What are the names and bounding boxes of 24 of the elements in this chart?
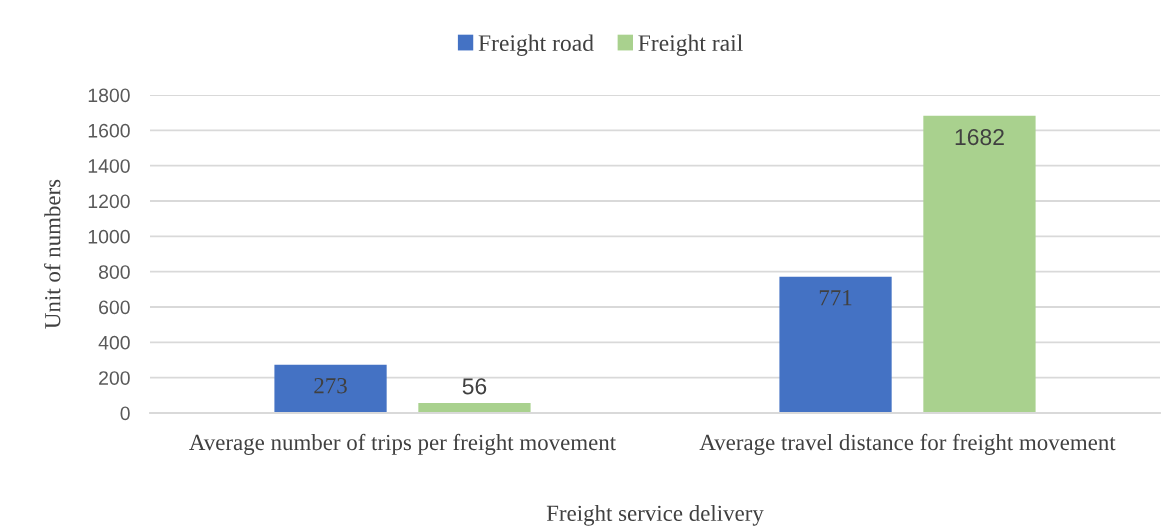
data-label: 56 — [462, 378, 487, 395]
x-tick-label: Average number of trips per freight movement — [189, 433, 616, 455]
y-tick-label: 0 — [120, 406, 130, 421]
legend-label: Freight rail — [638, 34, 743, 56]
legend-label: Freight road — [478, 34, 594, 56]
y-tick-label: 800 — [98, 265, 130, 279]
bar — [274, 364, 387, 413]
y-tick-label: 1000 — [88, 229, 130, 244]
y-tick-label: 600 — [99, 300, 130, 315]
y-tick-label: 1800 — [88, 88, 130, 103]
bar — [779, 276, 892, 413]
y-axis-title: Unit of numbers — [44, 179, 61, 329]
data-label: 1682 — [955, 128, 1004, 146]
y-tick-label: 1400 — [88, 159, 130, 173]
y-tick-label: 1600 — [88, 123, 130, 138]
data-label: 771 — [819, 290, 852, 306]
x-axis-title: Freight service delivery — [546, 504, 764, 526]
data-label: 273 — [314, 378, 347, 394]
bar — [418, 403, 531, 413]
bar — [923, 115, 1036, 413]
y-tick-label: 1200 — [88, 194, 130, 209]
y-tick-label: 200 — [99, 371, 130, 385]
x-tick-label: Average travel distance for freight movement — [699, 433, 1116, 455]
y-tick-label: 400 — [98, 335, 130, 350]
